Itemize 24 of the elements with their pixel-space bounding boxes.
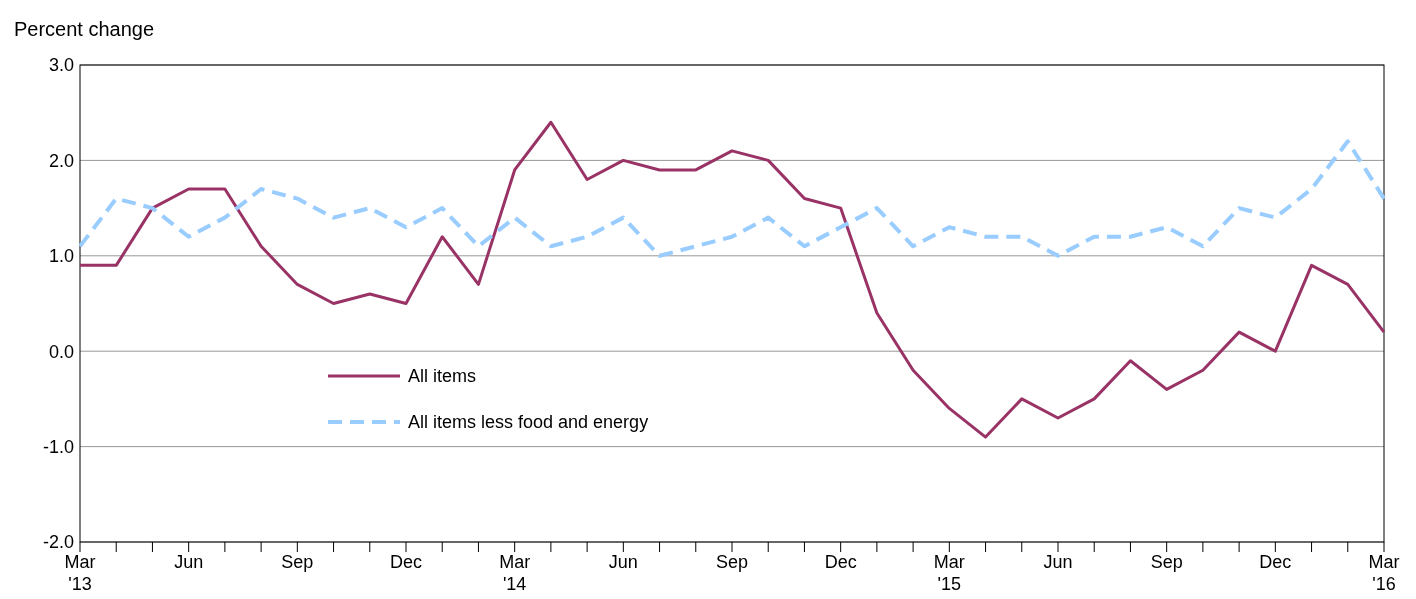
y-tick-label: -1.0 — [42, 436, 74, 457]
x-tick-label: Dec — [1259, 552, 1292, 572]
x-tick-label: Mar '15 — [933, 552, 965, 594]
legend-label: All items less food and energy — [408, 412, 649, 433]
y-tick-label: 3.0 — [48, 55, 74, 76]
y-tick-label: -2.0 — [42, 532, 74, 553]
x-tick-label: Jun — [1043, 552, 1073, 572]
x-tick-label: Sep — [1150, 552, 1183, 572]
x-tick-label: Sep — [715, 552, 749, 572]
y-tick-label: 0.0 — [48, 341, 74, 362]
legend-label: All items — [408, 366, 477, 387]
y-tick-label: 1.0 — [48, 246, 74, 267]
line-series — [78, 120, 1386, 439]
x-tick-label: Dec — [824, 552, 857, 572]
y-tick-label: 2.0 — [48, 150, 74, 171]
line-series — [78, 139, 1386, 258]
x-tick-label: Mar '14 — [499, 552, 531, 594]
y-axis-title: Percent change — [14, 18, 155, 40]
x-tick-label: Dec — [389, 552, 423, 572]
x-tick-label: Jun — [608, 552, 638, 572]
x-tick-label: Mar '13 — [64, 552, 96, 594]
x-tick-label: Mar '16 — [1368, 552, 1400, 594]
x-tick-label: Jun — [174, 552, 204, 572]
x-tick-label: Sep — [281, 552, 314, 572]
